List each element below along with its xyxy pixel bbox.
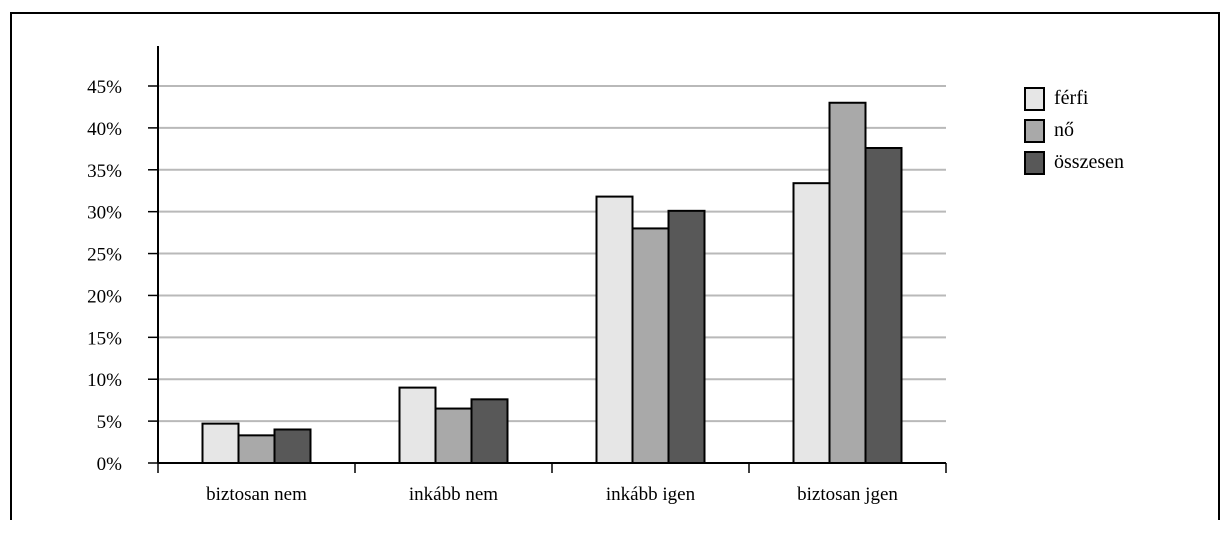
y-tick-labels: 0% 5% 10% 15% 20% 25% 30% 35% 40% 45% [87,77,122,475]
y-tick-label: 15% [87,328,122,349]
y-tick-label: 40% [87,119,122,140]
y-tick-label: 5% [97,412,123,433]
x-tick-labels: biztosan nem inkább nem inkább igen biztosa… [206,484,898,505]
x-tick-label: inkább nem [409,484,498,505]
bar [667,209,706,464]
bar [398,386,437,465]
x-tick-label: inkább igen [606,484,696,505]
bar [828,101,867,464]
legend-label: összesen [1054,151,1124,173]
legend-label: nő [1054,119,1074,141]
legend-swatch [1024,119,1045,143]
bar-chart: 0% 5% 10% 15% 20% 25% 30% 35% 40% 45% biztosan ne… [87,46,1124,505]
legend-label: férfi [1054,87,1089,109]
legend-swatch [1024,151,1045,175]
y-tick-label: 35% [87,161,122,182]
y-tick-label: 0% [97,454,123,475]
bar [237,434,276,464]
x-tick-label: biztosan jgen [797,484,898,505]
y-tick-label: 30% [87,203,122,224]
bar [201,422,240,465]
legend: férfi nő összesen [1024,87,1124,175]
bar [792,182,831,464]
bar [470,398,509,464]
bar [864,146,903,465]
chart-frame: 0% 5% 10% 15% 20% 25% 30% 35% 40% 45% biztosan ne… [10,12,1220,520]
gridlines [158,85,946,423]
y-tick-label: 20% [87,286,122,307]
y-tick-label: 10% [87,370,122,391]
axes [148,46,947,473]
bar [631,227,670,464]
legend-swatch [1024,87,1045,111]
x-tick-label: biztosan nem [206,484,307,505]
y-tick-label: 45% [87,77,122,98]
bar [273,428,312,465]
bars-group [201,101,903,465]
y-tick-label: 25% [87,245,122,266]
bar [595,195,634,464]
bar [434,407,473,464]
